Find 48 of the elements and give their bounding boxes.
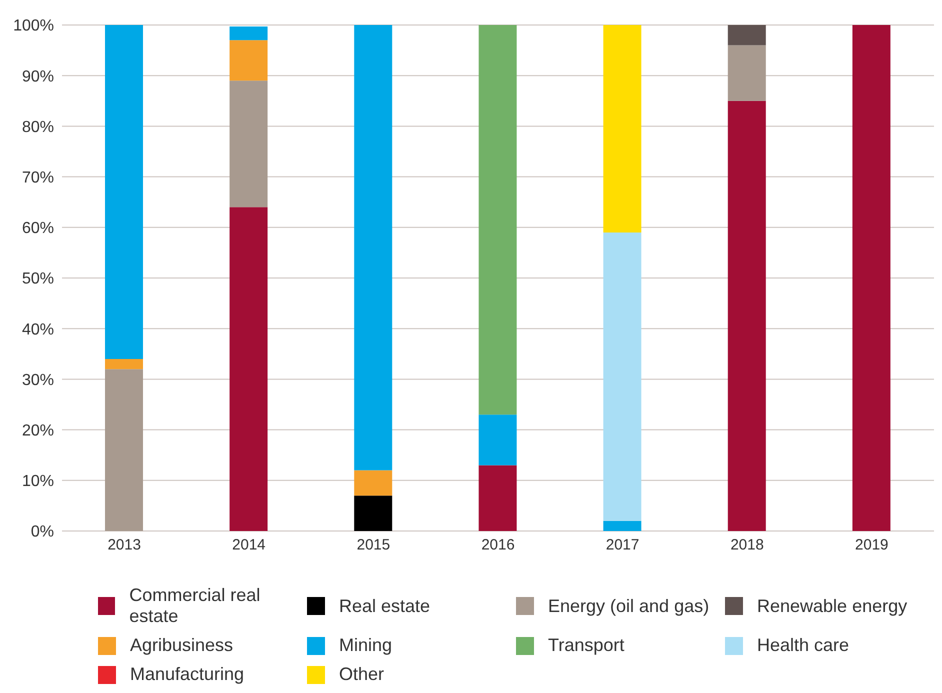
bar [354, 496, 392, 531]
x-tick-label: 2017 [606, 536, 640, 554]
bar [728, 25, 766, 46]
bar [230, 26, 268, 40]
y-tick-label: 90% [22, 68, 54, 86]
y-tick-label: 80% [22, 118, 54, 136]
legend-label: Energy (oil and gas) [548, 596, 710, 616]
y-tick-label: 100% [13, 18, 54, 35]
x-tick-label: 2018 [730, 536, 764, 554]
y-tick-label: 60% [22, 220, 54, 238]
legend-label: Agribusiness [130, 635, 234, 656]
bar [230, 207, 268, 531]
y-tick-label: 50% [22, 270, 54, 288]
bar [603, 25, 642, 232]
bar [603, 520, 642, 531]
bar [728, 100, 766, 531]
bar [105, 369, 143, 531]
bar [354, 470, 392, 496]
y-tick-label: 20% [22, 422, 54, 440]
y-tick-label: 30% [22, 372, 54, 389]
y-tick-label: 10% [22, 473, 54, 490]
bar [478, 414, 517, 466]
x-tick-label: 2014 [232, 536, 266, 554]
y-tick-label: 40% [22, 321, 54, 338]
legend-label: Commercial real estate [129, 585, 262, 627]
y-tick-label: 0% [30, 524, 54, 541]
bar [478, 465, 517, 531]
x-tick-label: 2013 [108, 536, 141, 554]
y-tick-label: 70% [22, 169, 54, 186]
legend-label: Renewable energy [757, 596, 908, 616]
bar [852, 25, 890, 531]
x-tick-label: 2019 [855, 536, 888, 554]
bar [728, 45, 766, 101]
bar [105, 358, 143, 370]
legend-label: Health care [757, 635, 850, 656]
bar [105, 25, 143, 359]
legend-label: Transport [548, 635, 624, 656]
bar [230, 80, 268, 208]
x-tick-label: 2016 [481, 536, 515, 554]
bar [478, 25, 517, 415]
legend-label: Manufacturing [130, 664, 244, 685]
legend-label: Real estate [339, 596, 430, 616]
bar [603, 232, 642, 521]
legend-label: Other [339, 664, 384, 685]
bar [230, 40, 268, 81]
bar [354, 25, 392, 470]
legend-label: Mining [339, 635, 392, 656]
x-tick-label: 2015 [356, 536, 390, 554]
